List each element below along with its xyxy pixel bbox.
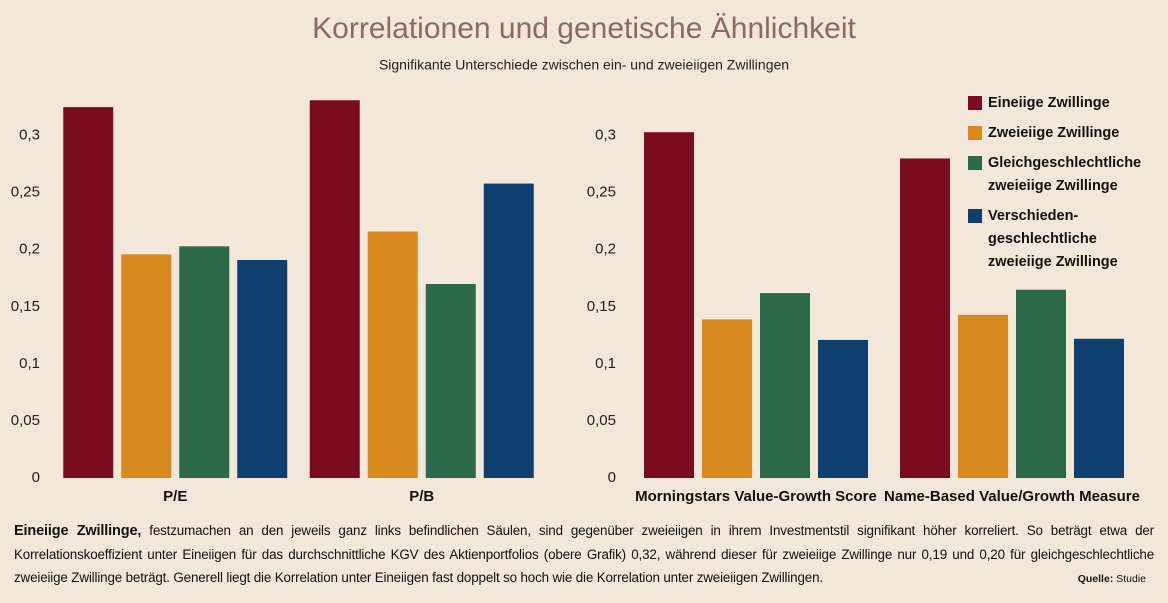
bar bbox=[483, 183, 534, 478]
bar bbox=[367, 231, 418, 478]
legend-label: Verschieden-geschlechtliche zweieiige Zw… bbox=[988, 208, 1118, 270]
legend: Eineiige Zwillinge Zweieiige Zwillinge Gle… bbox=[968, 92, 1158, 281]
x-tick-label: P/B bbox=[409, 488, 434, 505]
y-tick-label: 0,3 bbox=[19, 127, 40, 144]
source: Quelle: Studie bbox=[1078, 573, 1146, 585]
bar bbox=[63, 107, 114, 478]
legend-item: Eineiige Zwillinge bbox=[968, 92, 1158, 115]
bar bbox=[760, 293, 810, 478]
chart-subtitle: Signifikante Unterschiede zwischen ein- … bbox=[379, 57, 789, 73]
y-tick-label: 0,2 bbox=[595, 241, 616, 258]
bar bbox=[900, 158, 950, 478]
bar bbox=[237, 260, 288, 478]
bar bbox=[958, 314, 1008, 478]
y-tick-label: 0 bbox=[32, 469, 40, 486]
y-tick-label: 0,05 bbox=[11, 412, 40, 429]
legend-label: Gleichgeschlechtliche zweieiige Zwilling… bbox=[988, 155, 1142, 194]
legend-item: Gleichgeschlechtliche zweieiige Zwilling… bbox=[968, 152, 1158, 198]
y-tick-label: 0,25 bbox=[11, 184, 40, 201]
bar bbox=[1016, 289, 1066, 478]
bar bbox=[818, 339, 868, 478]
x-tick-label: P/E bbox=[163, 488, 187, 505]
y-tick-label: 0,25 bbox=[587, 184, 616, 201]
footnote-lead: Eineiige Zwillinge, bbox=[14, 523, 142, 539]
legend-swatch bbox=[968, 156, 982, 170]
y-tick-label: 0,2 bbox=[19, 241, 40, 258]
x-tick-label: Morningstars Value-Growth Score bbox=[635, 488, 877, 505]
bar bbox=[644, 132, 694, 479]
y-tick-label: 0,15 bbox=[11, 298, 40, 315]
legend-label: Eineiige Zwillinge bbox=[988, 95, 1110, 111]
bar bbox=[1074, 338, 1124, 478]
legend-swatch bbox=[968, 209, 982, 223]
footnote-text: festzumachen an den jeweils ganz links b… bbox=[14, 523, 1154, 585]
bar bbox=[179, 246, 230, 478]
footnote: Eineiige Zwillinge, festzumachen an den … bbox=[14, 519, 1154, 589]
y-tick-label: 0 bbox=[608, 469, 616, 486]
chart-title: Korrelationen und genetische Ähnlichkeit bbox=[312, 12, 856, 45]
y-tick-label: 0,15 bbox=[587, 298, 616, 315]
source-text: Studie bbox=[1116, 573, 1146, 585]
y-tick-label: 0,1 bbox=[19, 355, 40, 372]
y-tick-label: 0,05 bbox=[587, 412, 616, 429]
legend-label: Zweieiige Zwillinge bbox=[988, 125, 1120, 141]
y-tick-label: 0,1 bbox=[595, 355, 616, 372]
bar bbox=[309, 100, 360, 478]
bar bbox=[702, 319, 752, 478]
x-tick-label: Name-Based Value/Growth Measure bbox=[884, 488, 1140, 505]
legend-item: Zweieiige Zwillinge bbox=[968, 122, 1158, 145]
bar bbox=[121, 254, 172, 478]
y-tick-label: 0,3 bbox=[595, 127, 616, 144]
bar bbox=[425, 284, 476, 478]
legend-item: Verschieden-geschlechtliche zweieiige Zw… bbox=[968, 205, 1158, 274]
legend-swatch bbox=[968, 96, 982, 110]
source-label: Quelle: bbox=[1077, 573, 1114, 585]
legend-swatch bbox=[968, 126, 982, 140]
